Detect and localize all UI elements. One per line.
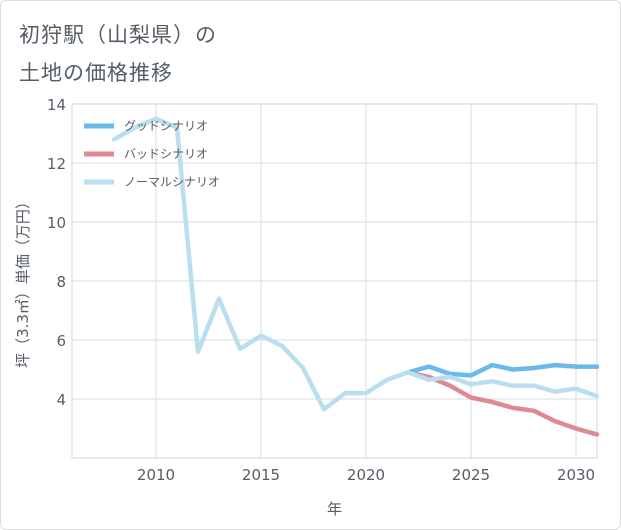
x-tick-label: 2030: [557, 466, 595, 484]
x-tick-label: 2015: [242, 466, 280, 484]
plot-frame: [71, 103, 598, 459]
series-line-3: [111, 116, 600, 412]
y-tick-label: 6: [56, 332, 66, 350]
series-lines: [111, 116, 600, 437]
chart-title-line-1: 初狩駅（山梨県）の: [19, 23, 217, 47]
y-tick-label: 10: [47, 214, 66, 232]
y-axis-label: 坪（3.3㎡）単価（万円）: [14, 194, 32, 368]
y-tick-label: 12: [47, 155, 66, 173]
y-tick-label: 8: [56, 273, 66, 291]
legend-label: グッドシナリオ: [124, 119, 208, 133]
y-tick-label: 4: [56, 391, 66, 409]
legend-label: バッドシナリオ: [124, 147, 208, 161]
series-line-1: [405, 362, 600, 378]
x-tick-labels: 2010 2015 2020 2025 2030: [137, 466, 595, 484]
x-axis-label: 年: [327, 500, 342, 518]
x-tick-label: 2020: [347, 466, 385, 484]
x-tick-label: 2010: [137, 466, 175, 484]
chart-title-line-2: 土地の価格推移: [19, 61, 173, 85]
x-tick-label: 2025: [452, 466, 490, 484]
series-line-2: [405, 370, 600, 437]
y-tick-labels: 4 6 8 10 12 14: [47, 96, 66, 409]
legend-label: ノーマルシナリオ: [124, 175, 220, 189]
y-tick-label: 14: [47, 96, 66, 114]
